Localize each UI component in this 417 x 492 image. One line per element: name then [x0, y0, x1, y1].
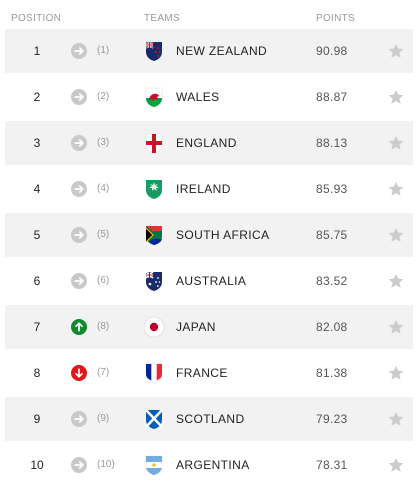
- position-number: 5: [33, 228, 41, 242]
- team-name[interactable]: IRELAND: [176, 182, 231, 196]
- team-name[interactable]: ENGLAND: [176, 136, 237, 150]
- favorite-star-icon[interactable]: [387, 456, 405, 474]
- table-row[interactable]: 10 (10) ARGENTINA 78.31: [5, 443, 413, 487]
- position-number: 7: [33, 320, 41, 334]
- arrow-right-icon: [71, 457, 87, 473]
- arrow-right-icon: [71, 227, 87, 243]
- previous-position: (7): [97, 367, 110, 378]
- favorite-star-icon[interactable]: [387, 410, 405, 428]
- team-points: 85.93: [316, 182, 348, 196]
- previous-position: (5): [97, 229, 110, 240]
- previous-position: (10): [97, 459, 115, 470]
- arrow-right-icon: [71, 273, 87, 289]
- team-points: 90.98: [316, 44, 348, 58]
- previous-position: (6): [97, 275, 110, 286]
- arrow-right-icon: [71, 89, 87, 105]
- favorite-star-icon[interactable]: [387, 226, 405, 244]
- team-name[interactable]: NEW ZEALAND: [176, 44, 268, 58]
- arrow-right-icon: [71, 135, 87, 151]
- team-name[interactable]: SOUTH AFRICA: [176, 228, 270, 242]
- wales-flag-icon: [143, 86, 165, 108]
- favorite-star-icon[interactable]: [387, 88, 405, 106]
- previous-position: (1): [97, 45, 110, 56]
- team-name[interactable]: WALES: [176, 90, 220, 104]
- england-flag-icon: [143, 132, 165, 154]
- south-africa-flag-icon: [143, 224, 165, 246]
- position-number: 3: [33, 136, 41, 150]
- favorite-star-icon[interactable]: [387, 42, 405, 60]
- teams-column-header: TEAMS: [144, 13, 180, 24]
- position-number: 8: [33, 366, 41, 380]
- position-number: 4: [33, 182, 41, 196]
- australia-flag-icon: [143, 270, 165, 292]
- position-number: 10: [30, 458, 44, 472]
- team-points: 79.23: [316, 412, 348, 426]
- ireland-flag-icon: [143, 178, 165, 200]
- team-points: 78.31: [316, 458, 348, 472]
- arrow-right-icon: [71, 43, 87, 59]
- favorite-star-icon[interactable]: [387, 364, 405, 382]
- team-points: 83.52: [316, 274, 348, 288]
- favorite-star-icon[interactable]: [387, 272, 405, 290]
- favorite-star-icon[interactable]: [387, 318, 405, 336]
- table-row[interactable]: 6 (6) AUSTRALIA 83.52: [5, 259, 413, 303]
- argentina-flag-icon: [143, 454, 165, 476]
- table-header: POSITION TEAMS POINTS: [0, 0, 417, 26]
- team-name[interactable]: FRANCE: [176, 366, 228, 380]
- previous-position: (2): [97, 91, 110, 102]
- team-name[interactable]: AUSTRALIA: [176, 274, 247, 288]
- arrow-down-icon: [71, 365, 87, 381]
- japan-flag-icon: [143, 316, 165, 338]
- rankings-table: 1 (1) NEW ZEALAND 90.98 2 (2) WALES 88.87 3 (3) EN…: [5, 29, 413, 489]
- arrow-up-icon: [71, 319, 87, 335]
- team-name[interactable]: SCOTLAND: [176, 412, 245, 426]
- favorite-star-icon[interactable]: [387, 180, 405, 198]
- team-points: 88.87: [316, 90, 348, 104]
- team-points: 85.75: [316, 228, 348, 242]
- team-points: 81.38: [316, 366, 348, 380]
- table-row[interactable]: 3 (3) ENGLAND 88.13: [5, 121, 413, 165]
- table-row[interactable]: 5 (5) SOUTH AFRICA 85.75: [5, 213, 413, 257]
- position-number: 2: [33, 90, 41, 104]
- position-column-header: POSITION: [11, 13, 62, 24]
- arrow-right-icon: [71, 411, 87, 427]
- table-row[interactable]: 2 (2) WALES 88.87: [5, 75, 413, 119]
- favorite-star-icon[interactable]: [387, 134, 405, 152]
- team-name[interactable]: ARGENTINA: [176, 458, 250, 472]
- position-number: 6: [33, 274, 41, 288]
- position-number: 9: [33, 412, 41, 426]
- previous-position: (4): [97, 183, 110, 194]
- previous-position: (8): [97, 321, 110, 332]
- table-row[interactable]: 8 (7) FRANCE 81.38: [5, 351, 413, 395]
- arrow-right-icon: [71, 181, 87, 197]
- france-flag-icon: [143, 362, 165, 384]
- table-row[interactable]: 1 (1) NEW ZEALAND 90.98: [5, 29, 413, 73]
- points-column-header: POINTS: [316, 13, 356, 24]
- table-row[interactable]: 4 (4) IRELAND 85.93: [5, 167, 413, 211]
- previous-position: (9): [97, 413, 110, 424]
- scotland-flag-icon: [143, 408, 165, 430]
- position-number: 1: [33, 44, 41, 58]
- team-points: 82.08: [316, 320, 348, 334]
- team-name[interactable]: JAPAN: [176, 320, 216, 334]
- previous-position: (3): [97, 137, 110, 148]
- table-row[interactable]: 9 (9) SCOTLAND 79.23: [5, 397, 413, 441]
- table-row[interactable]: 7 (8) JAPAN 82.08: [5, 305, 413, 349]
- new-zealand-flag-icon: [143, 40, 165, 62]
- team-points: 88.13: [316, 136, 348, 150]
